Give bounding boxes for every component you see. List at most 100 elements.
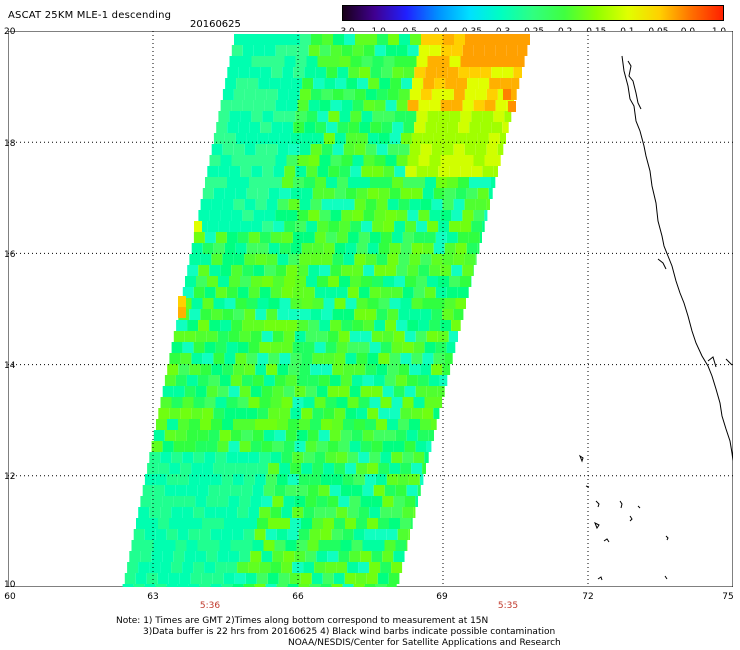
lat-tick-label: 14 (4, 361, 16, 371)
swath-cell (235, 298, 247, 309)
swath-cell (365, 254, 377, 265)
swath-cell (440, 100, 452, 111)
swath-cell (356, 463, 368, 474)
swath-cell (503, 89, 511, 100)
swath-cell (224, 188, 236, 199)
swath-cell (303, 232, 315, 243)
swath-cell (277, 144, 289, 155)
swath-cell (272, 386, 284, 397)
swath-cell (365, 364, 377, 375)
map-plot (8, 31, 733, 587)
swath-cell (344, 573, 356, 584)
swath-cell (306, 221, 318, 232)
swath-cell (277, 89, 289, 100)
swath-cell (352, 100, 364, 111)
swath-cell (268, 298, 280, 309)
swath-cell (310, 199, 322, 210)
swath-cell (306, 166, 318, 177)
swath-cell (493, 111, 505, 122)
swath-cell (193, 507, 205, 518)
swath-cell (433, 408, 440, 419)
swath-cell (308, 320, 320, 331)
swath-cell (385, 45, 397, 56)
swath-cell (435, 232, 447, 243)
swath-cell (251, 56, 263, 67)
swath-cell (333, 573, 345, 584)
swath-cell (231, 45, 243, 56)
swath-cell (291, 78, 303, 89)
swath-cell (182, 287, 194, 298)
swath-cell (448, 331, 458, 342)
swath-cell (375, 474, 387, 485)
swath-cell (299, 309, 311, 320)
swath-cell (396, 45, 408, 56)
swath-cell (230, 375, 242, 386)
swath-cell (487, 34, 498, 45)
swath-cell (305, 441, 317, 452)
swath-cell (234, 573, 246, 584)
swath-cell (406, 430, 418, 441)
swath-cell (424, 397, 436, 408)
swath-cell (202, 463, 214, 474)
swath-cell (358, 507, 370, 518)
swath-cell (240, 166, 252, 177)
swath-cell (343, 364, 355, 375)
swath-cell (468, 232, 480, 243)
swath-cell (402, 507, 414, 518)
swath-cell (251, 276, 262, 287)
swath-cell (331, 529, 343, 540)
swath-cell (376, 364, 388, 375)
swath-cell (374, 100, 386, 111)
swath-cell (422, 188, 434, 199)
swath-cell (222, 419, 233, 430)
swath-cell (175, 375, 187, 386)
swath-cell (384, 485, 396, 496)
swath-cell (403, 122, 415, 133)
swath-cell (314, 397, 326, 408)
swath-cell (371, 496, 383, 507)
swath-cell (264, 320, 276, 331)
swath-cell (429, 210, 441, 221)
swath-cell (460, 221, 472, 232)
swath-cell (282, 67, 294, 78)
swath-cell (391, 342, 403, 353)
swath-cell (317, 166, 329, 177)
swath-cell (318, 375, 330, 386)
swath-cell (398, 254, 410, 265)
swath-cell (362, 485, 374, 496)
swath-cell (386, 474, 398, 485)
swath-cell (124, 573, 136, 584)
swath-cell (286, 265, 298, 276)
swath-cell (287, 584, 299, 587)
swath-cell (352, 210, 364, 221)
swath-cell (409, 309, 421, 320)
swath-cell (396, 155, 408, 166)
swath-cell (173, 331, 185, 342)
swath-cell (321, 199, 333, 210)
swath-cell (382, 331, 394, 342)
swath-cell (432, 34, 443, 45)
swath-cell (412, 78, 424, 89)
swath-cell (378, 353, 390, 364)
swath-cell (309, 584, 321, 587)
swath-cell (328, 111, 340, 122)
swath-cell (471, 166, 483, 177)
swath-cell (287, 529, 299, 540)
swath-cell (308, 265, 320, 276)
swath-cell (377, 34, 388, 45)
swath-cell (429, 100, 441, 111)
swath-cell (495, 100, 507, 111)
swath-cell (228, 441, 240, 452)
swath-cell (308, 155, 320, 166)
swath-cell (319, 155, 331, 166)
swath-cell (328, 166, 340, 177)
swath-cell (233, 89, 245, 100)
swath-cell (444, 243, 456, 254)
swath-cell (376, 199, 388, 210)
swath-cell (239, 386, 251, 397)
swath-cell (334, 298, 346, 309)
swath-cell (316, 496, 328, 507)
swath-cell (189, 309, 201, 320)
swath-cell (367, 298, 379, 309)
swath-cell (515, 56, 525, 67)
